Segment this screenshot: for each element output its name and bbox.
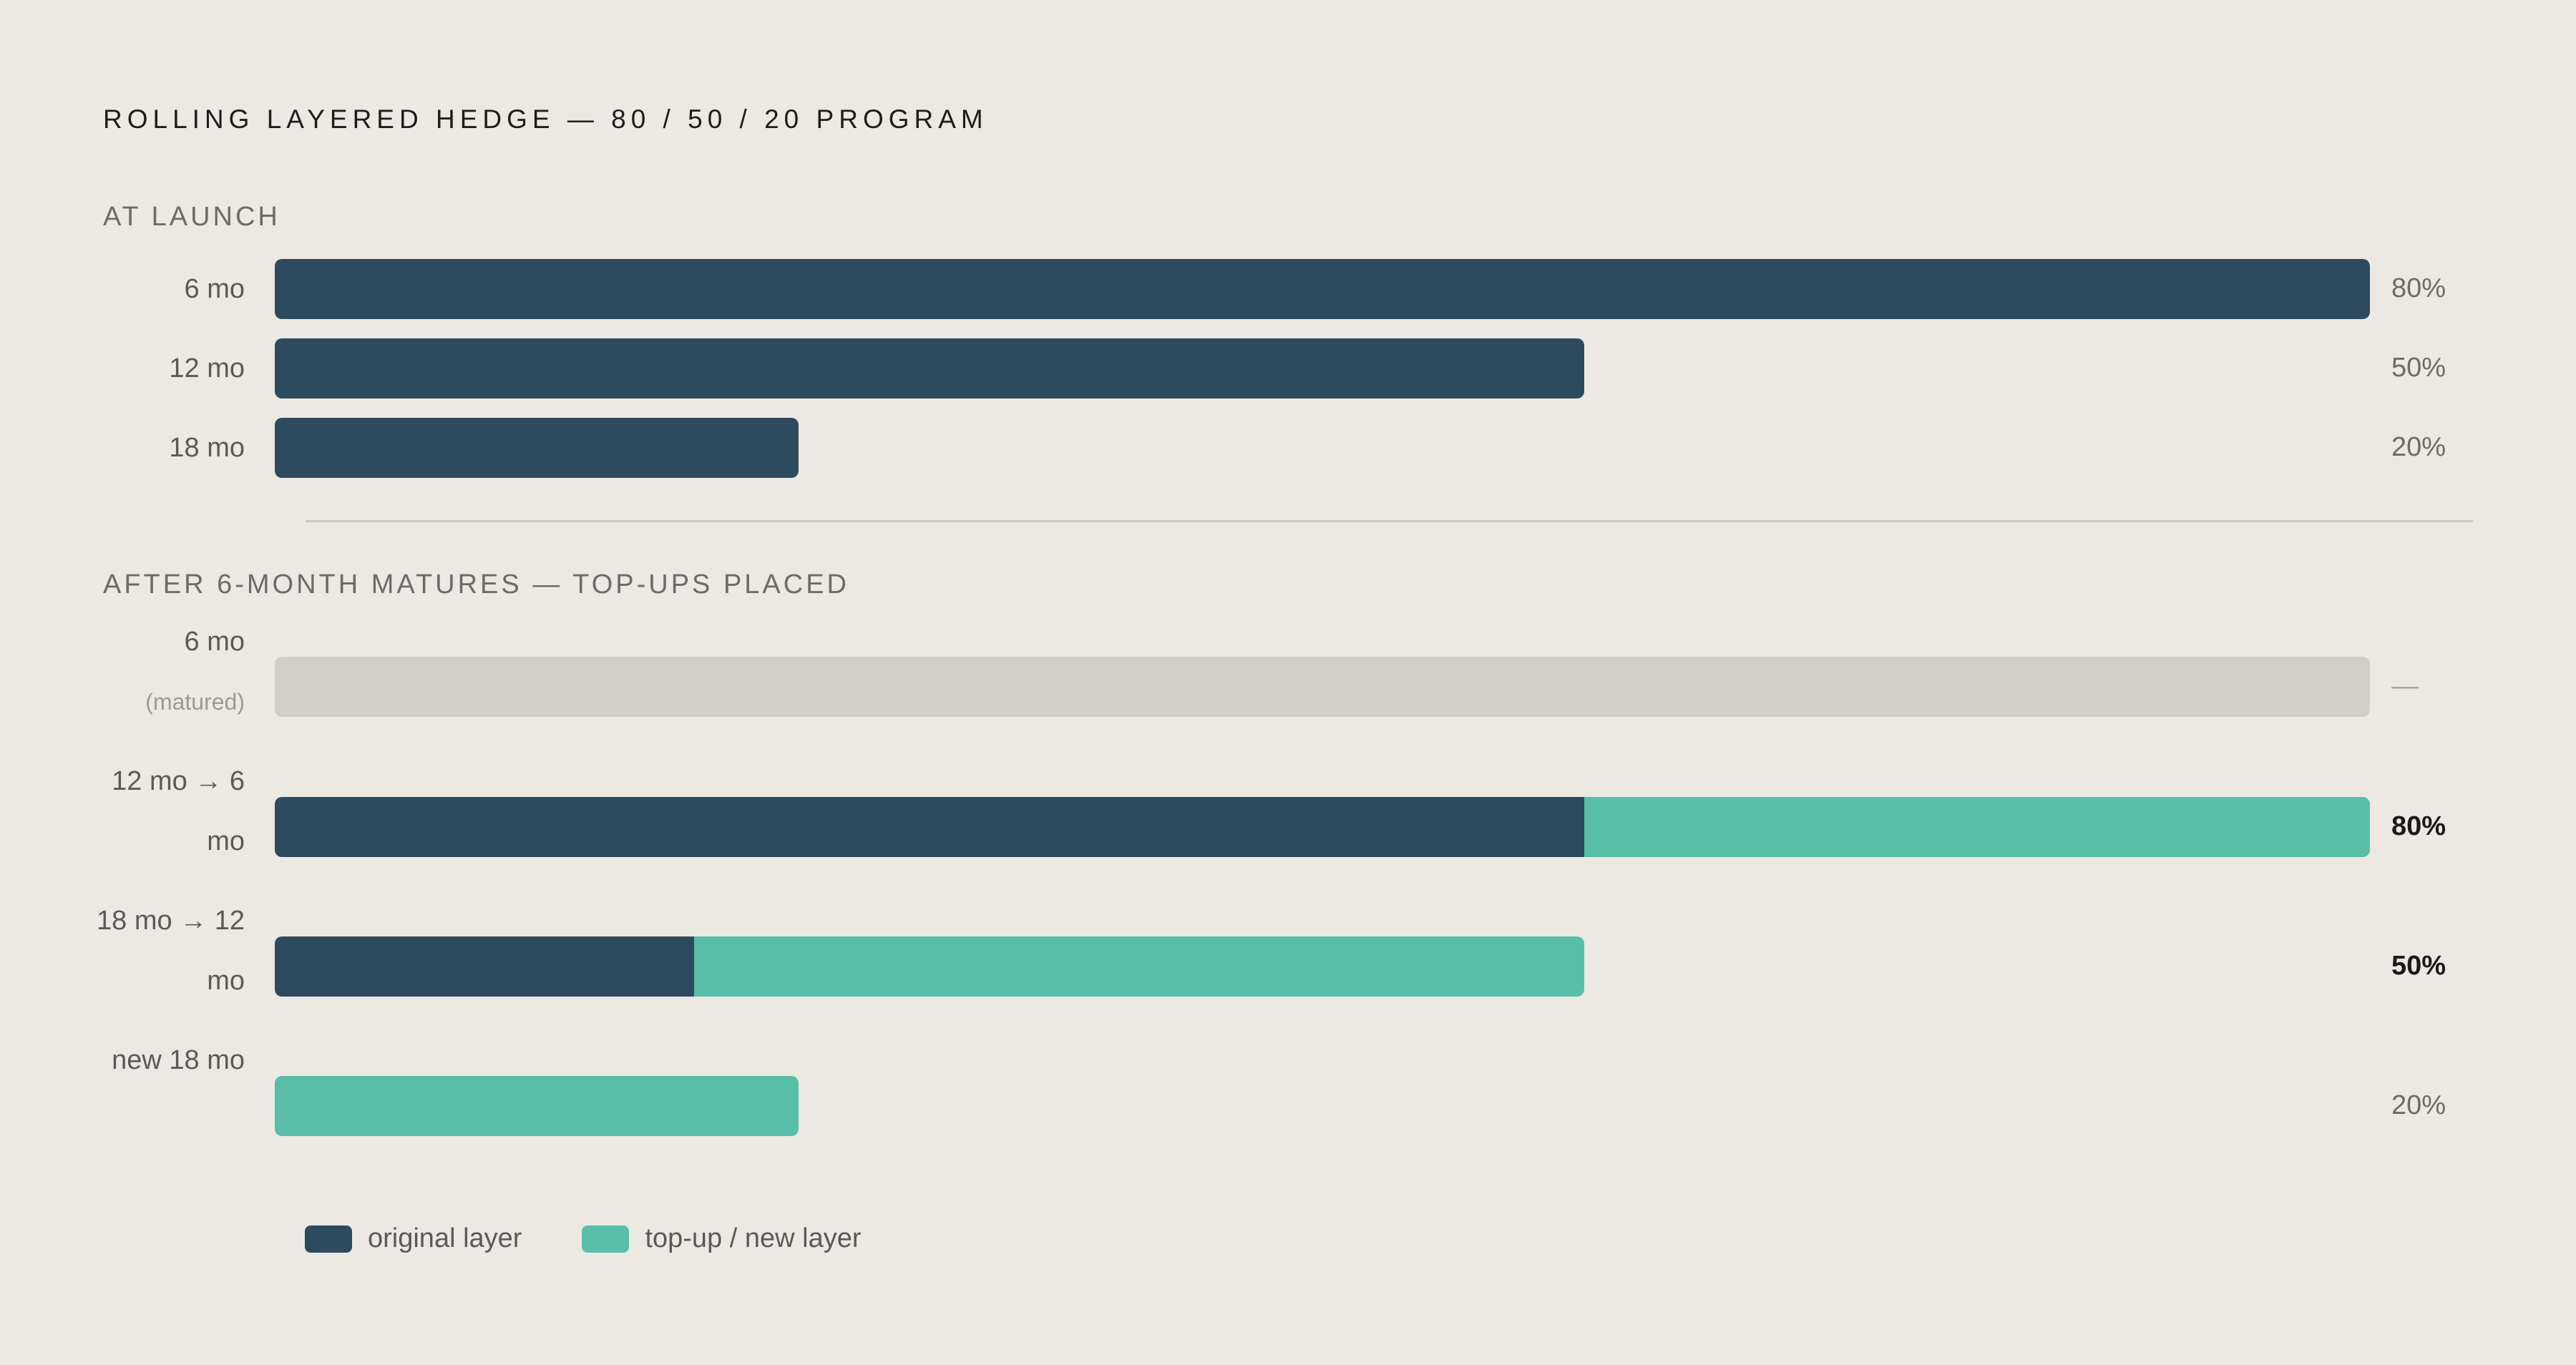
bar-segment-original bbox=[275, 797, 1584, 857]
legend-swatch-original bbox=[305, 1225, 352, 1253]
legend-item-topup: top-up / new layer bbox=[582, 1223, 862, 1254]
legend: original layer top-up / new layer bbox=[305, 1223, 922, 1254]
row-label: 12 mo bbox=[169, 338, 245, 398]
legend-label-topup: top-up / new layer bbox=[645, 1223, 862, 1253]
bar-track bbox=[275, 797, 2370, 857]
bar-track bbox=[275, 259, 2370, 319]
bar-segment-original bbox=[275, 338, 1584, 398]
row-label-text: new 18 mo bbox=[112, 1045, 245, 1075]
bar-value-label: 80% bbox=[2391, 811, 2446, 841]
row-label: new 18 mo bbox=[73, 1030, 245, 1090]
bar-value-label: 50% bbox=[2391, 353, 2446, 383]
row-label-text: 6 mo bbox=[184, 274, 245, 304]
row-label-text: 12 mo bbox=[169, 353, 245, 383]
row-label-text: 18 mo bbox=[169, 433, 245, 463]
bar-track bbox=[275, 657, 2370, 717]
bar-track bbox=[275, 1076, 799, 1136]
bar-value-label: 20% bbox=[2391, 1090, 2446, 1120]
bar-track bbox=[275, 418, 799, 478]
row-label: 6 mo bbox=[185, 259, 245, 319]
row-label-text: 6 mo bbox=[184, 627, 245, 657]
row-label: 12 mo → 6 mo bbox=[73, 751, 245, 871]
bar-segment-original bbox=[275, 418, 799, 478]
bar-track bbox=[275, 936, 1584, 997]
panel-title-launch: AT LAUNCH bbox=[103, 202, 280, 232]
bar-track bbox=[275, 338, 1584, 398]
chart-title: ROLLING LAYERED HEDGE — 80 / 50 / 20 PRO… bbox=[103, 104, 988, 134]
legend-label-original: original layer bbox=[368, 1223, 522, 1253]
bar-segment-original bbox=[275, 259, 2370, 319]
bar-segment-topup bbox=[1584, 797, 2370, 857]
row-label: 18 mo bbox=[169, 418, 245, 478]
bar-segment-original bbox=[275, 936, 694, 997]
bar-value-label: 50% bbox=[2391, 951, 2446, 981]
bar-segment-topup bbox=[693, 936, 1584, 997]
row-sublabel: (matured) bbox=[145, 689, 245, 715]
row-label-text: 18 mo → 12 mo bbox=[97, 906, 245, 996]
panel-divider bbox=[306, 520, 2473, 522]
row-label: 6 mo (matured) bbox=[73, 612, 245, 732]
legend-swatch-topup bbox=[582, 1225, 630, 1253]
row-label: 18 mo → 12 mo bbox=[73, 891, 245, 1011]
row-label-text: 12 mo → 6 mo bbox=[112, 766, 245, 856]
bar-value-label: — bbox=[2391, 671, 2419, 701]
legend-item-original: original layer bbox=[305, 1223, 522, 1254]
bar-value-label: 80% bbox=[2391, 273, 2446, 303]
bar-segment-matured bbox=[275, 657, 2370, 717]
panel-title-after: AFTER 6-MONTH MATURES — TOP-UPS PLACED bbox=[103, 569, 849, 600]
bar-segment-topup bbox=[275, 1076, 799, 1136]
bar-value-label: 20% bbox=[2391, 432, 2446, 462]
